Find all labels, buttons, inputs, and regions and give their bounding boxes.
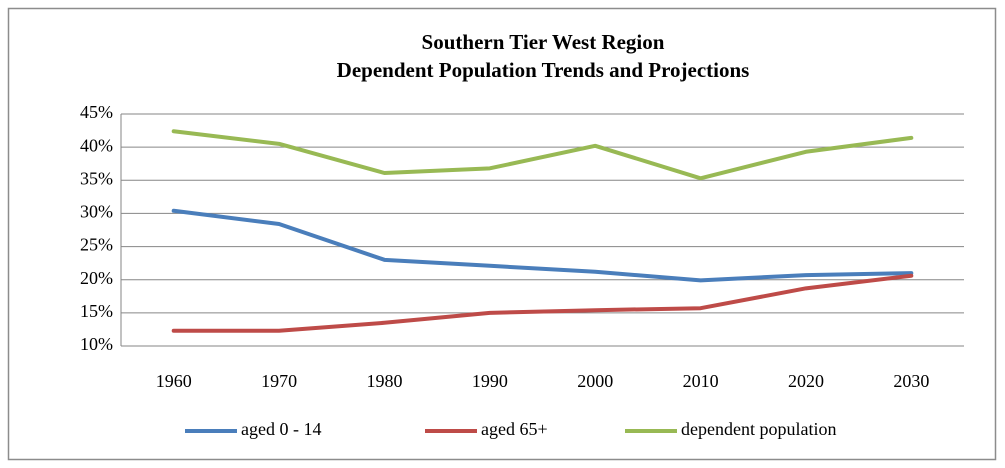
legend-label: aged 65+ bbox=[481, 419, 548, 439]
x-tick-label: 1970 bbox=[261, 371, 297, 391]
legend-label: dependent population bbox=[681, 419, 836, 439]
legend-label: aged 0 - 14 bbox=[241, 419, 321, 439]
chart-title: Southern Tier West Region bbox=[422, 30, 665, 54]
x-tick-label: 2030 bbox=[893, 371, 929, 391]
series-line bbox=[171, 208, 914, 283]
x-tick-label: 1980 bbox=[366, 371, 402, 391]
y-tick-label: 15% bbox=[80, 301, 113, 321]
x-tick-label: 1960 bbox=[156, 371, 192, 391]
y-tick-label: 10% bbox=[80, 334, 113, 354]
y-tick-label: 30% bbox=[80, 202, 113, 222]
series-line bbox=[171, 129, 914, 181]
x-tick-label: 2020 bbox=[788, 371, 824, 391]
y-tick-label: 35% bbox=[80, 168, 113, 188]
chart-subtitle: Dependent Population Trends and Projecti… bbox=[337, 58, 750, 82]
series-line bbox=[171, 273, 914, 333]
y-tick-label: 40% bbox=[80, 135, 113, 155]
chart-frame bbox=[7, 7, 997, 461]
y-tick-label: 25% bbox=[80, 235, 113, 255]
x-tick-label: 2000 bbox=[577, 371, 613, 391]
x-tick-label: 2010 bbox=[683, 371, 719, 391]
y-tick-label: 20% bbox=[80, 268, 113, 288]
y-tick-label: 45% bbox=[80, 102, 113, 122]
x-tick-label: 1990 bbox=[472, 371, 508, 391]
